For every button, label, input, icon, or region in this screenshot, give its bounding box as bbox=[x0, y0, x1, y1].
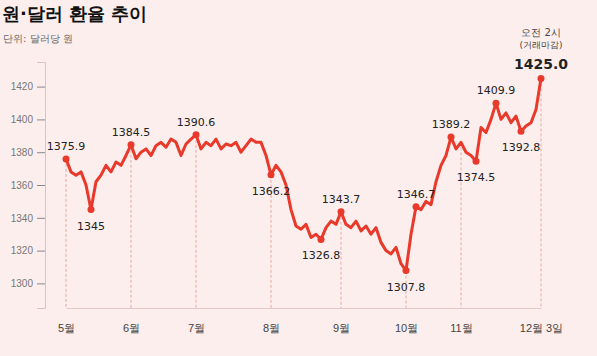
plot-area bbox=[63, 75, 545, 308]
chart: 원·달러 환율 추이단위: 달러당 원130013201340136013801… bbox=[0, 0, 597, 356]
line bbox=[66, 78, 541, 270]
subtitle: 단위: 달러당 원 bbox=[3, 33, 73, 44]
x-tick-label: 8월 bbox=[263, 322, 280, 334]
y-tick-label: 1420 bbox=[11, 81, 34, 92]
y-tick-label: 1300 bbox=[11, 278, 34, 289]
title: 원·달러 환율 추이 bbox=[2, 3, 147, 24]
drop-line bbox=[131, 145, 132, 308]
marker bbox=[538, 75, 545, 82]
data-label: 1384.5 bbox=[112, 126, 151, 139]
marker bbox=[403, 267, 410, 274]
marker bbox=[473, 158, 480, 165]
drop-line bbox=[461, 142, 462, 308]
x-tick-label: 11월 bbox=[450, 322, 472, 334]
data-label: 1390.6 bbox=[177, 116, 216, 129]
marker bbox=[318, 236, 325, 243]
y-tick: 1300 bbox=[11, 278, 45, 289]
data-label: 1389.2 bbox=[432, 118, 471, 131]
y-tick-label: 1400 bbox=[11, 114, 34, 125]
y-tick: 1340 bbox=[11, 213, 45, 224]
drop-line bbox=[196, 135, 197, 308]
x-tick-label: 5월 bbox=[58, 322, 75, 334]
data-label: 1345 bbox=[77, 220, 105, 233]
x-tick: 5월 bbox=[58, 308, 75, 334]
y-tick: 1320 bbox=[11, 245, 45, 256]
y-tick-label: 1320 bbox=[11, 245, 34, 256]
marker bbox=[413, 203, 420, 210]
marker bbox=[518, 128, 525, 135]
x-tick-label: 9월 bbox=[333, 322, 350, 334]
y-tick-mark bbox=[37, 119, 45, 120]
y-tick: 1420 bbox=[11, 81, 45, 92]
marker bbox=[448, 134, 455, 141]
y-tick-mark bbox=[37, 251, 45, 252]
x-tick: 11월 bbox=[450, 308, 472, 334]
y-tick-mark bbox=[37, 283, 45, 284]
y-tick-label: 1380 bbox=[11, 147, 34, 158]
annotation: (거래마감) bbox=[519, 40, 562, 50]
annotation: 오전 2시 bbox=[521, 27, 561, 38]
y-tick-mark bbox=[37, 218, 45, 219]
marker bbox=[268, 171, 275, 178]
marker bbox=[193, 131, 200, 138]
x-tick: 10월 bbox=[395, 308, 418, 334]
x-tick-label: 10월 bbox=[395, 322, 418, 334]
x-tick: 9월 bbox=[333, 308, 350, 334]
y-tick-label: 1360 bbox=[11, 180, 34, 191]
drop-line bbox=[341, 212, 342, 308]
x-tick-label: 7월 bbox=[188, 322, 205, 334]
marker bbox=[338, 208, 345, 215]
y-tick-mark bbox=[37, 87, 45, 88]
data-label: 1343.7 bbox=[322, 193, 361, 206]
data-label: 1375.9 bbox=[47, 140, 86, 153]
x-tick: 12월 3일 bbox=[520, 308, 563, 334]
y-tick-label: 1340 bbox=[11, 213, 34, 224]
y-tick: 1360 bbox=[11, 180, 45, 191]
x-tick-label: 12월 3일 bbox=[520, 322, 563, 334]
x-tick: 6월 bbox=[123, 308, 140, 334]
y-tick: 1380 bbox=[11, 147, 45, 158]
x-tick: 8월 bbox=[263, 308, 280, 334]
marker bbox=[493, 100, 500, 107]
y-tick-mark bbox=[37, 152, 45, 153]
y-axis-line bbox=[37, 63, 46, 309]
data-label: 1409.9 bbox=[477, 84, 516, 97]
data-label: 1392.8 bbox=[502, 141, 541, 154]
marker bbox=[128, 141, 135, 148]
drop-line bbox=[541, 78, 542, 308]
x-axis: 5월 6월 7월 8월 9월 10월 11월 12월 3일 bbox=[58, 308, 563, 334]
drop-line bbox=[66, 159, 67, 308]
x-axis-line bbox=[67, 308, 542, 309]
y-tick-mark bbox=[37, 185, 45, 186]
background bbox=[0, 0, 597, 356]
data-label: 1374.5 bbox=[457, 171, 496, 184]
y-tick: 1400 bbox=[11, 114, 45, 125]
x-tick-label: 6월 bbox=[123, 322, 140, 334]
x-tick: 7월 bbox=[188, 308, 205, 334]
marker bbox=[88, 206, 95, 213]
data-label: 1425.0 bbox=[514, 56, 568, 72]
marker bbox=[63, 155, 70, 162]
y-axis: 1300 1320 1340 1360 1380 1400 1420 bbox=[11, 63, 46, 309]
data-label: 1326.8 bbox=[302, 249, 341, 262]
data-label: 1346.7 bbox=[397, 188, 436, 201]
data-label: 1366.2 bbox=[252, 185, 291, 198]
data-label: 1307.8 bbox=[387, 281, 426, 294]
